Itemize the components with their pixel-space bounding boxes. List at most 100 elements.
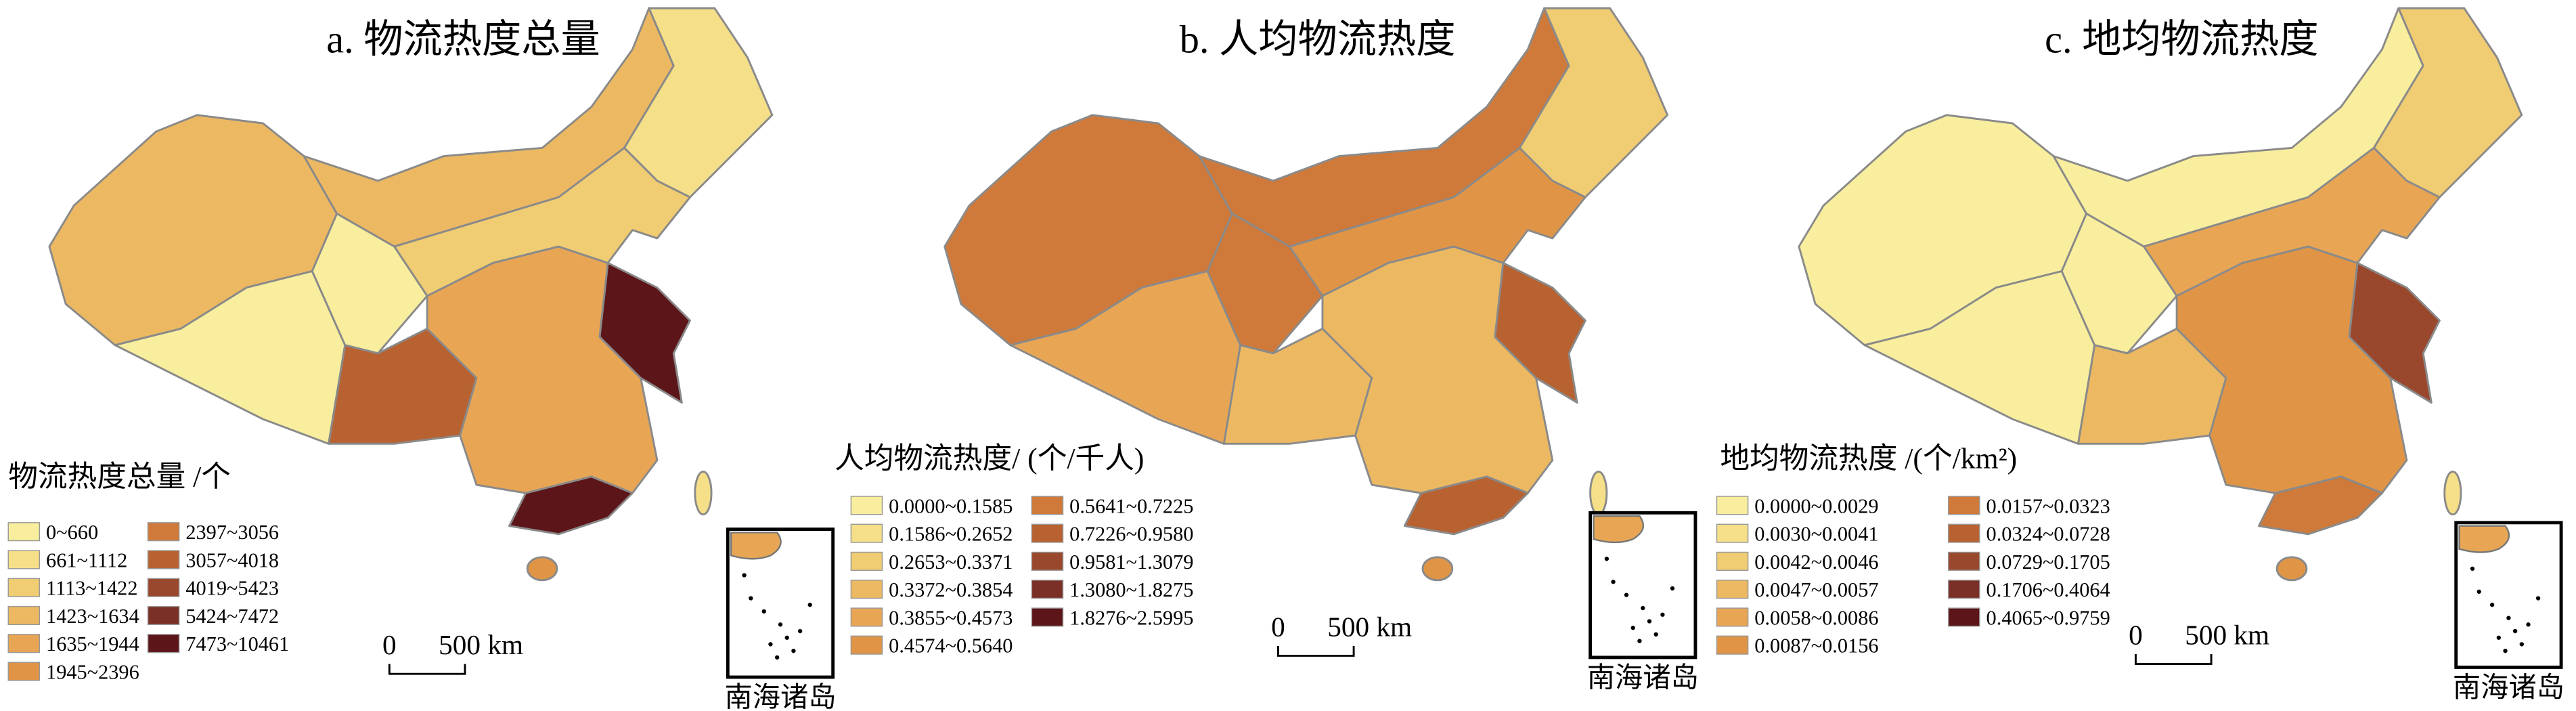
legend-swatch xyxy=(1716,607,1749,627)
province xyxy=(1403,475,1529,536)
taiwan xyxy=(2443,471,2462,516)
inset-island xyxy=(2535,596,2541,601)
inset-label: 南海诸岛 xyxy=(725,682,837,711)
legend-swatch xyxy=(147,522,180,542)
legend-swatch xyxy=(1031,523,1064,543)
legend-label: 2397~3056 xyxy=(185,521,279,544)
legend-swatch xyxy=(1716,635,1749,655)
legend-label: 0.4574~0.5640 xyxy=(889,634,1013,658)
province xyxy=(2372,7,2523,198)
inset-island xyxy=(1670,586,1675,591)
legend-swatch xyxy=(850,496,883,515)
legend-label: 0.1586~0.2652 xyxy=(889,523,1013,546)
legend-swatch xyxy=(1031,551,1064,571)
legend-label: 0.0157~0.0323 xyxy=(1986,494,2110,517)
legend-label: 0.0030~0.0041 xyxy=(1754,523,1878,546)
legend-swatch xyxy=(850,523,883,543)
legend-label: 0.0729~0.1705 xyxy=(1986,551,2110,574)
panel-title: a. 物流热度总量 xyxy=(326,18,600,62)
inset-coast xyxy=(1593,515,1645,544)
inset-island xyxy=(1641,605,1645,611)
legend-swatch xyxy=(7,522,41,542)
province xyxy=(393,146,691,297)
scale-label: 500 km xyxy=(1327,611,1412,642)
legend-swatch xyxy=(1947,551,1980,571)
legend-swatch xyxy=(147,605,180,626)
inset-island xyxy=(1647,619,1652,624)
inset-island xyxy=(774,655,780,660)
province xyxy=(1288,146,1586,297)
hainan xyxy=(1421,556,1454,582)
legend-label: 7473~10461 xyxy=(185,632,289,655)
hainan xyxy=(2275,556,2308,582)
province xyxy=(2258,475,2383,536)
legend-swatch xyxy=(1716,523,1749,543)
inset-label: 南海诸岛 xyxy=(1587,662,1699,693)
legend-label: 1945~2396 xyxy=(46,660,139,683)
legend-swatch xyxy=(850,635,883,655)
legend-label: 1113~1422 xyxy=(46,577,137,600)
scale-bar xyxy=(388,664,466,675)
inset-island xyxy=(1611,580,1616,584)
legend-label: 4019~5423 xyxy=(185,577,279,600)
legend-label: 0.0324~0.0728 xyxy=(1986,523,2110,546)
scale-bar xyxy=(2134,654,2213,666)
inset-island xyxy=(807,603,812,607)
legend-swatch xyxy=(7,550,41,569)
scale-label: 500 km xyxy=(439,629,523,660)
panel-title: c. 地均物流热度 xyxy=(2045,18,2318,62)
legend-swatch xyxy=(1947,607,1980,627)
legend-swatch xyxy=(850,607,883,627)
legend-label: 0.2653~0.3371 xyxy=(889,551,1013,574)
province xyxy=(623,7,774,198)
inset-coast xyxy=(2458,525,2510,553)
scale-zero: 0 xyxy=(382,629,397,660)
legend-swatch xyxy=(1947,496,1980,515)
taiwan xyxy=(694,471,713,516)
scale-zero: 0 xyxy=(2129,619,2143,650)
legend-swatch xyxy=(850,551,883,571)
legend-swatch xyxy=(147,578,180,597)
legend-swatch xyxy=(850,580,883,599)
legend-swatch xyxy=(7,634,41,653)
inset-island xyxy=(2519,642,2524,647)
legend-label: 3057~4018 xyxy=(185,548,279,572)
legend-label: 5424~7472 xyxy=(185,605,279,628)
legend-label: 1423~1634 xyxy=(46,605,139,628)
legend-label: 0.9581~1.3079 xyxy=(1069,551,1193,574)
inset-coast xyxy=(730,532,782,560)
legend-swatch xyxy=(147,634,180,653)
legend-label: 0.5641~0.7225 xyxy=(1069,494,1193,517)
hainan xyxy=(526,556,558,582)
map xyxy=(48,7,774,582)
legend-label: 0.0058~0.0086 xyxy=(1754,606,1878,629)
province xyxy=(1518,7,1669,198)
province xyxy=(1494,261,1586,404)
legend-swatch xyxy=(1716,496,1749,515)
inset-island xyxy=(1637,639,1642,643)
inset-island xyxy=(797,628,803,634)
legend-swatch xyxy=(7,578,41,597)
inset-island xyxy=(2489,603,2495,607)
province xyxy=(598,261,691,404)
legend-title: 地均物流热度 /(个/km²) xyxy=(1720,443,2017,475)
inset-island xyxy=(791,649,796,653)
legend-label: 0.0042~0.0046 xyxy=(1754,551,1878,574)
legend-label: 0.0000~0.1585 xyxy=(889,494,1013,517)
legend-title: 物流热度总量 /个 xyxy=(8,460,231,493)
legend-swatch xyxy=(1031,607,1064,627)
legend-label: 0.7226~0.9580 xyxy=(1069,523,1193,546)
map xyxy=(943,7,1669,582)
legend-swatch xyxy=(147,550,180,569)
inset-island xyxy=(1660,612,1665,617)
province xyxy=(2143,146,2441,297)
inset-label: 南海诸岛 xyxy=(2453,672,2564,703)
legend-label: 1635~1944 xyxy=(46,632,139,655)
legend-label: 0.1706~0.4064 xyxy=(1986,578,2110,601)
inset-island xyxy=(2477,589,2481,594)
legend-swatch xyxy=(1716,551,1749,571)
